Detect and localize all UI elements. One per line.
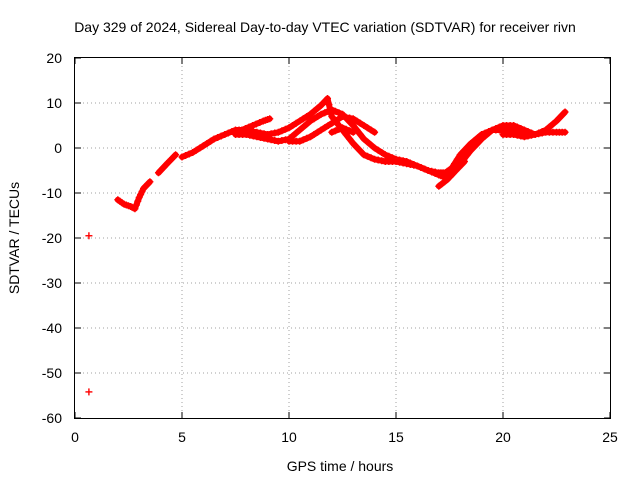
- series-trace-c: [285, 113, 379, 145]
- x-tick-label: 15: [388, 429, 404, 445]
- y-tick-label: -30: [42, 275, 62, 291]
- grid: [75, 58, 610, 418]
- y-tick-label: -60: [42, 410, 62, 426]
- x-tick-label: 20: [495, 429, 511, 445]
- series-trace-early: [154, 151, 180, 177]
- y-tick-label: -50: [42, 365, 62, 381]
- x-tick-label: 0: [71, 429, 79, 445]
- series-trace-b: [232, 106, 569, 181]
- series-trace-g: [435, 158, 468, 190]
- x-tick-label: 25: [602, 429, 618, 445]
- y-axis-label: SDTVAR / TECUs: [6, 182, 22, 294]
- y-tick-label: 0: [54, 140, 62, 156]
- x-axis-label: GPS time / hours: [287, 458, 394, 474]
- series-trace-e: [328, 124, 357, 136]
- x-tick-label: 10: [281, 429, 297, 445]
- y-tick-label: -20: [42, 230, 62, 246]
- y-tick-label: -10: [42, 185, 62, 201]
- axis-ticks: 0 5 10 15 20 25 20 10 0 -10 -20 -30 -40 -50 -60: [42, 50, 618, 445]
- y-tick-label: 20: [46, 50, 62, 66]
- series-trace-main: [114, 178, 154, 213]
- series-trace-f: [499, 128, 569, 141]
- y-tick-label: -40: [42, 320, 62, 336]
- y-tick-label: 10: [46, 95, 62, 111]
- plot-frame: [74, 57, 611, 419]
- series-trace-d: [238, 115, 274, 134]
- chart-title: Day 329 of 2024, Sidereal Day-to-day VTE…: [74, 19, 576, 35]
- series-outliers: [85, 232, 93, 396]
- series-trace: [232, 106, 569, 181]
- series-trace: [435, 158, 468, 190]
- x-tick-label: 5: [178, 429, 186, 445]
- data-points: [85, 95, 569, 396]
